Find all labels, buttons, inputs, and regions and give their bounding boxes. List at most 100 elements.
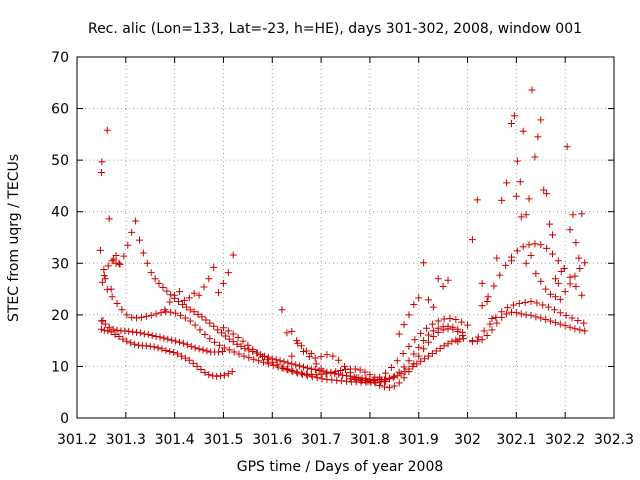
- data-point: [224, 370, 232, 378]
- data-point: [303, 372, 311, 380]
- data-point: [439, 326, 447, 334]
- data-point: [244, 341, 252, 349]
- data-point: [178, 301, 186, 309]
- data-point: [147, 311, 155, 319]
- data-point: [432, 347, 440, 355]
- data-point: [317, 353, 325, 361]
- data-point: [385, 375, 393, 383]
- data-point: [519, 243, 527, 251]
- data-point: [389, 373, 397, 381]
- data-point: [181, 354, 189, 362]
- data-point: [420, 345, 428, 353]
- data-point: [428, 320, 436, 328]
- data-point: [160, 334, 168, 342]
- data-point: [125, 327, 133, 335]
- data-point: [283, 365, 291, 373]
- data-point: [415, 294, 423, 302]
- data-point: [221, 332, 229, 340]
- data-point: [195, 291, 203, 299]
- data-point: [230, 348, 238, 356]
- data-point: [219, 324, 227, 332]
- data-point: [376, 382, 384, 390]
- data-point: [440, 342, 448, 350]
- data-point: [140, 330, 148, 338]
- data-point: [273, 361, 281, 369]
- data-point: [280, 358, 288, 366]
- data-point: [283, 329, 291, 337]
- data-point: [175, 297, 183, 305]
- data-point: [167, 308, 175, 316]
- data-point: [284, 359, 292, 367]
- data-point: [276, 357, 284, 365]
- data-point: [113, 300, 121, 308]
- data-point: [575, 254, 583, 262]
- data-point: [108, 293, 116, 301]
- data-point: [211, 338, 219, 346]
- data-point: [307, 350, 315, 358]
- data-point: [434, 328, 442, 336]
- data-point: [483, 297, 491, 305]
- data-point: [142, 342, 150, 350]
- data-point: [517, 213, 525, 221]
- data-point: [507, 120, 515, 128]
- data-point: [215, 289, 223, 297]
- data-point: [288, 360, 296, 368]
- data-point: [104, 262, 112, 270]
- data-point: [124, 241, 132, 249]
- data-point: [509, 301, 517, 309]
- data-point: [543, 190, 551, 198]
- data-point: [172, 309, 180, 317]
- data-point: [135, 341, 143, 349]
- data-point: [156, 333, 164, 341]
- x-tick-label: 301.3: [106, 432, 146, 448]
- data-point: [170, 349, 178, 357]
- data-point: [532, 270, 540, 278]
- data-point: [390, 382, 398, 390]
- x-tick-label: 301.8: [350, 432, 390, 448]
- data-point: [210, 322, 218, 330]
- data-point: [361, 368, 369, 376]
- data-point: [216, 341, 224, 349]
- plot-frame: [76, 56, 615, 419]
- data-point: [203, 347, 211, 355]
- data-point: [133, 314, 141, 322]
- data-point: [557, 268, 565, 276]
- data-point: [214, 326, 222, 334]
- data-point: [490, 282, 498, 290]
- data-point: [522, 211, 530, 219]
- data-point: [352, 374, 360, 382]
- data-point: [531, 153, 539, 161]
- data-point: [339, 371, 347, 379]
- data-point: [341, 362, 349, 370]
- data-point: [144, 330, 152, 338]
- data-point: [498, 308, 506, 316]
- data-point: [220, 371, 228, 379]
- data-point: [202, 316, 210, 324]
- data-point: [566, 323, 574, 331]
- data-point: [289, 368, 297, 376]
- data-point: [395, 379, 403, 387]
- data-point: [186, 306, 194, 314]
- data-point: [393, 357, 401, 365]
- x-tick-label: 302.2: [545, 432, 585, 448]
- data-point: [446, 314, 454, 322]
- x-tick-label: 302.1: [496, 432, 536, 448]
- data-point: [112, 252, 120, 260]
- data-point: [103, 126, 111, 134]
- data-point: [562, 311, 570, 319]
- data-point: [300, 363, 308, 371]
- data-point: [197, 366, 205, 374]
- x-tick-label: 302.3: [594, 432, 634, 448]
- data-point: [210, 263, 218, 271]
- data-point: [239, 337, 247, 345]
- data-point: [434, 317, 442, 325]
- data-point: [556, 295, 564, 303]
- data-point: [148, 331, 156, 339]
- data-point: [382, 375, 390, 383]
- y-tick-label: 20: [51, 308, 69, 324]
- data-point: [516, 178, 524, 186]
- data-point: [181, 314, 189, 322]
- data-point: [112, 259, 120, 267]
- data-point: [168, 336, 176, 344]
- data-point: [563, 143, 571, 151]
